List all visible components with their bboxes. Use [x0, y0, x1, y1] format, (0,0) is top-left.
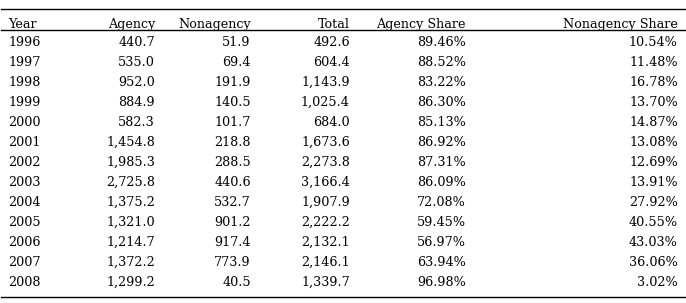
Text: 1,025.4: 1,025.4 — [301, 96, 350, 109]
Text: 440.7: 440.7 — [119, 35, 155, 48]
Text: 40.55%: 40.55% — [628, 216, 678, 229]
Text: 40.5: 40.5 — [222, 276, 251, 289]
Text: 492.6: 492.6 — [314, 35, 350, 48]
Text: 2003: 2003 — [8, 176, 40, 189]
Text: 952.0: 952.0 — [119, 76, 155, 88]
Text: Year: Year — [8, 18, 37, 31]
Text: 87.31%: 87.31% — [417, 156, 466, 169]
Text: 86.92%: 86.92% — [417, 136, 466, 149]
Text: 86.30%: 86.30% — [417, 96, 466, 109]
Text: 11.48%: 11.48% — [629, 55, 678, 68]
Text: Nonagency Share: Nonagency Share — [563, 18, 678, 31]
Text: 12.69%: 12.69% — [629, 156, 678, 169]
Text: 2,725.8: 2,725.8 — [106, 176, 155, 189]
Text: 16.78%: 16.78% — [629, 76, 678, 88]
Text: 1,299.2: 1,299.2 — [106, 276, 155, 289]
Text: 582.3: 582.3 — [119, 116, 155, 129]
Text: 1999: 1999 — [8, 96, 40, 109]
Text: 13.08%: 13.08% — [629, 136, 678, 149]
Text: 2,222.2: 2,222.2 — [301, 216, 350, 229]
Text: Agency Share: Agency Share — [377, 18, 466, 31]
Text: 88.52%: 88.52% — [417, 55, 466, 68]
Text: 69.4: 69.4 — [222, 55, 251, 68]
Text: 13.70%: 13.70% — [629, 96, 678, 109]
Text: 2,132.1: 2,132.1 — [301, 236, 350, 249]
Text: 1997: 1997 — [8, 55, 40, 68]
Text: 2,273.8: 2,273.8 — [301, 156, 350, 169]
Text: 101.7: 101.7 — [215, 116, 251, 129]
Text: 96.98%: 96.98% — [417, 276, 466, 289]
Text: 773.9: 773.9 — [214, 256, 251, 269]
Text: 1996: 1996 — [8, 35, 40, 48]
Text: 1,143.9: 1,143.9 — [301, 76, 350, 88]
Text: 2008: 2008 — [8, 276, 40, 289]
Text: 1,454.8: 1,454.8 — [106, 136, 155, 149]
Text: 3.02%: 3.02% — [637, 276, 678, 289]
Text: 59.45%: 59.45% — [417, 216, 466, 229]
Text: 604.4: 604.4 — [314, 55, 350, 68]
Text: 917.4: 917.4 — [214, 236, 251, 249]
Text: 1,321.0: 1,321.0 — [106, 216, 155, 229]
Text: 2000: 2000 — [8, 116, 40, 129]
Text: 2,146.1: 2,146.1 — [301, 256, 350, 269]
Text: 684.0: 684.0 — [314, 116, 350, 129]
Text: 13.91%: 13.91% — [629, 176, 678, 189]
Text: 43.03%: 43.03% — [629, 236, 678, 249]
Text: 218.8: 218.8 — [214, 136, 251, 149]
Text: 191.9: 191.9 — [215, 76, 251, 88]
Text: 140.5: 140.5 — [214, 96, 251, 109]
Text: 1,907.9: 1,907.9 — [301, 196, 350, 209]
Text: 532.7: 532.7 — [214, 196, 251, 209]
Text: 1,375.2: 1,375.2 — [106, 196, 155, 209]
Text: 2005: 2005 — [8, 216, 41, 229]
Text: 1,372.2: 1,372.2 — [106, 256, 155, 269]
Text: 36.06%: 36.06% — [629, 256, 678, 269]
Text: 63.94%: 63.94% — [417, 256, 466, 269]
Text: 56.97%: 56.97% — [417, 236, 466, 249]
Text: 535.0: 535.0 — [118, 55, 155, 68]
Text: 1,339.7: 1,339.7 — [301, 276, 350, 289]
Text: 85.13%: 85.13% — [417, 116, 466, 129]
Text: 83.22%: 83.22% — [417, 76, 466, 88]
Text: 89.46%: 89.46% — [417, 35, 466, 48]
Text: 10.54%: 10.54% — [629, 35, 678, 48]
Text: 72.08%: 72.08% — [417, 196, 466, 209]
Text: 1,673.6: 1,673.6 — [301, 136, 350, 149]
Text: 1,214.7: 1,214.7 — [106, 236, 155, 249]
Text: 2007: 2007 — [8, 256, 40, 269]
Text: 1,985.3: 1,985.3 — [106, 156, 155, 169]
Text: Agency: Agency — [108, 18, 155, 31]
Text: 440.6: 440.6 — [214, 176, 251, 189]
Text: 86.09%: 86.09% — [417, 176, 466, 189]
Text: 2002: 2002 — [8, 156, 40, 169]
Text: Total: Total — [318, 18, 350, 31]
Text: 901.2: 901.2 — [214, 216, 251, 229]
Text: 14.87%: 14.87% — [629, 116, 678, 129]
Text: 51.9: 51.9 — [222, 35, 251, 48]
Text: 1998: 1998 — [8, 76, 40, 88]
Text: 2006: 2006 — [8, 236, 40, 249]
Text: Nonagency: Nonagency — [178, 18, 251, 31]
Text: 3,166.4: 3,166.4 — [301, 176, 350, 189]
Text: 2001: 2001 — [8, 136, 40, 149]
Text: 2004: 2004 — [8, 196, 40, 209]
Text: 27.92%: 27.92% — [629, 196, 678, 209]
Text: 884.9: 884.9 — [119, 96, 155, 109]
Text: 288.5: 288.5 — [214, 156, 251, 169]
